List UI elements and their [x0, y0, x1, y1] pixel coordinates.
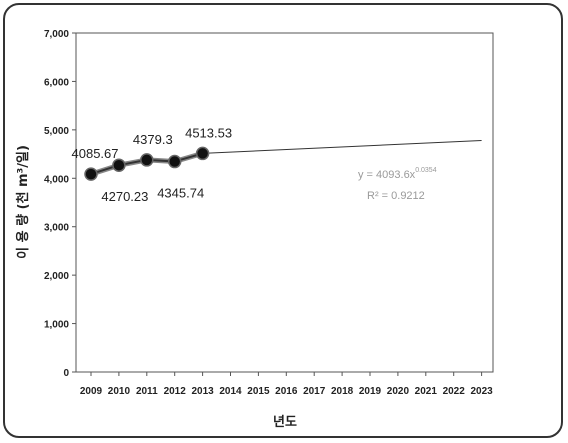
data-point — [84, 167, 98, 181]
series-layer — [84, 140, 482, 181]
x-tick-label: 2009 — [80, 386, 103, 397]
data-label: 4513.53 — [185, 125, 232, 140]
x-tick-label: 2015 — [247, 386, 270, 397]
y-tick-label: 7,000 — [44, 29, 69, 40]
plot-area — [75, 32, 494, 373]
x-tick-label: 2023 — [470, 386, 493, 397]
y-tick-label: 1,000 — [44, 320, 69, 331]
y-tick-label: 6,000 — [44, 77, 69, 88]
trend-line — [202, 140, 482, 154]
x-axis-title: 년도 — [273, 415, 297, 430]
x-tick-label: 2011 — [136, 386, 158, 397]
y-tick-label: 3,000 — [44, 223, 69, 234]
y-tick-label: 2,000 — [44, 271, 69, 282]
x-tick-label: 2014 — [219, 386, 242, 397]
data-labels: 4085.67 4270.23 4379.3 4345.74 4513.53 — [72, 125, 233, 204]
data-point — [112, 158, 126, 172]
x-tick-label: 2021 — [415, 386, 438, 397]
trend-equation: y = 4093.6x0.0354 — [358, 167, 437, 181]
x-tick-label: 2016 — [275, 386, 298, 397]
data-label: 4379.3 — [133, 132, 173, 147]
x-tick-label: 2020 — [387, 386, 410, 397]
data-point — [167, 154, 182, 169]
x-tick-label: 2017 — [303, 386, 326, 397]
y-tick-label: 0 — [63, 368, 69, 379]
y-axis-title: 이 용 량 (천 m³/일) — [15, 145, 31, 259]
x-tick-label: 2013 — [191, 386, 214, 397]
x-tick-label: 2019 — [359, 386, 382, 397]
y-tick-label: 4,000 — [44, 174, 69, 185]
data-label: 4270.23 — [101, 189, 148, 204]
x-tick-label: 2018 — [331, 386, 354, 397]
data-label: 4085.67 — [72, 146, 119, 161]
y-axis: 0 1,000 2,000 3,000 4,000 5,000 6,000 7,000 — [44, 29, 76, 379]
x-tick-label: 2012 — [164, 386, 187, 397]
data-point — [140, 153, 154, 167]
r-squared: R² = 0.9212 — [367, 190, 425, 202]
y-tick-label: 5,000 — [44, 126, 69, 137]
x-tick-label: 2010 — [108, 386, 131, 397]
data-label: 4345.74 — [157, 186, 204, 201]
data-point — [195, 146, 210, 161]
x-tick-label: 2022 — [443, 386, 466, 397]
x-axis: 2009 2010 2011 2012 2013 2014 2015 2016 2017 2018… — [80, 372, 493, 397]
